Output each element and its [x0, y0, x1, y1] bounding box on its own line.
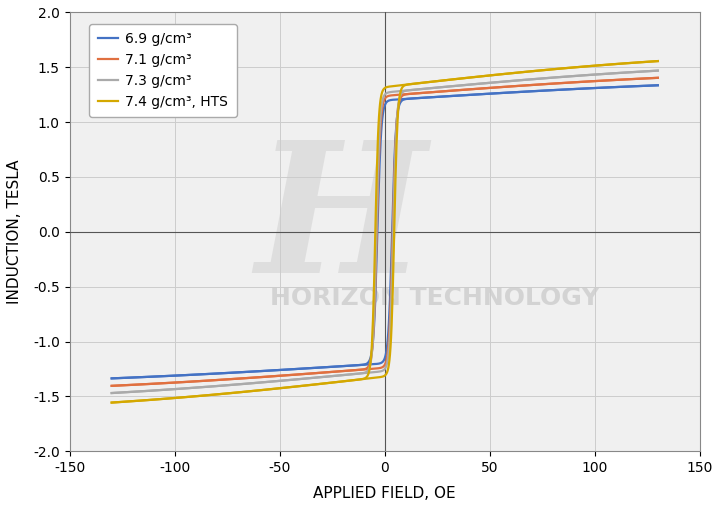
X-axis label: APPLIED FIELD, OE: APPLIED FIELD, OE: [313, 486, 456, 501]
Text: HORIZON TECHNOLOGY: HORIZON TECHNOLOGY: [271, 285, 600, 310]
Text: H: H: [256, 135, 426, 311]
Y-axis label: INDUCTION, TESLA: INDUCTION, TESLA: [7, 160, 22, 304]
Legend: 6.9 g/cm³, 7.1 g/cm³, 7.3 g/cm³, 7.4 g/cm³, HTS: 6.9 g/cm³, 7.1 g/cm³, 7.3 g/cm³, 7.4 g/c…: [89, 24, 237, 117]
